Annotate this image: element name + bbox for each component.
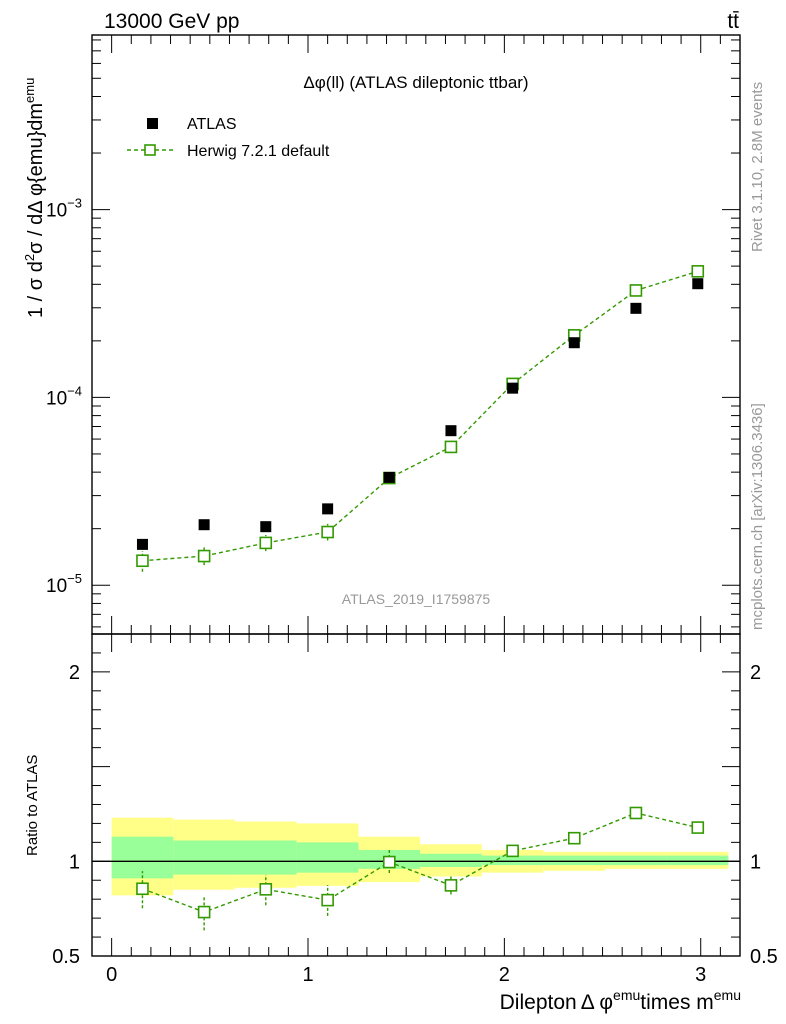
header-energy-label: 13000 GeV pp: [104, 10, 239, 33]
xlabel-part-sup: emu: [613, 987, 640, 1003]
herwig-point: [136, 554, 149, 568]
legend-label-herwig: Herwig 7.2.1 default: [187, 143, 330, 160]
xlabel-part-sup2: emu: [714, 987, 741, 1003]
legend-marker-atlas: [147, 118, 158, 129]
main-y-axis-label: 1 / σ d2σ / dΔ φ{emu}dmemu: [22, 78, 47, 318]
atlas-point: [198, 519, 210, 531]
ylabel-part-sup2: emu: [22, 78, 37, 103]
uncertainty-band-inner: [420, 853, 482, 867]
atlas-point: [445, 425, 457, 437]
x-tick-label: 1: [302, 964, 313, 986]
ratio-plot-frame: [91, 633, 741, 957]
ratio-y-tick-label-right: 0.5: [750, 946, 778, 968]
ratio-point: [321, 893, 334, 907]
atlas-point: [630, 302, 642, 314]
uncertainty-band-inner: [605, 855, 667, 866]
x-tick-label: 2: [499, 964, 510, 986]
xlabel-part-b: Δ φ: [581, 991, 613, 1014]
main-y-tick-label: 10−4: [46, 383, 82, 409]
ratio-point: [136, 882, 149, 896]
uncertainty-band-inner: [666, 855, 729, 866]
uncertainty-band-inner: [481, 855, 544, 866]
ratio-panel: 0.5 0.5 1 1 2 2 0 1 2 3 Ratio to ATLAS Dilepton Δ …: [24, 633, 778, 1014]
ratio-y-tick-label-right: 1: [750, 851, 761, 873]
herwig-point: [444, 440, 458, 454]
ratio-y-tick-label-right: 2: [750, 662, 761, 684]
legend-label-atlas: ATLAS: [187, 116, 237, 133]
ratio-point: [691, 821, 705, 834]
main-y-tick-label: 10−5: [46, 571, 82, 597]
herwig-point: [629, 284, 643, 297]
ratio-point: [382, 855, 396, 869]
uncertainty-band-inner: [234, 840, 297, 875]
atlas-point: [383, 471, 395, 483]
herwig-point: [197, 549, 211, 563]
uncertainty-band-inner: [543, 855, 606, 866]
xlabel-part-a: Dilepton: [500, 991, 577, 1014]
ratio-point: [259, 883, 273, 896]
ratio-y-tick-label-left: 2: [69, 662, 80, 684]
ratio-series-line: [142, 812, 698, 913]
atlas-point: [507, 382, 519, 394]
legend-marker-herwig: [144, 144, 156, 156]
ylabel-part-b: σ / dΔ φ{emu}dm: [25, 103, 47, 254]
mcplots-label: mcplots.cern.ch [arXiv:1306.3436]: [749, 403, 766, 630]
atlas-point: [136, 538, 148, 550]
herwig-series-line: [142, 270, 698, 562]
xlabel-part-c: times m: [640, 991, 714, 1014]
atlas-point: [322, 503, 334, 515]
uncertainty-band-inner: [173, 840, 235, 875]
ylabel-part-a: 1 / σ d: [25, 261, 47, 318]
ratio-point: [506, 844, 519, 858]
ratio-point: [567, 831, 581, 845]
main-y-tick-label: 10−3: [46, 196, 82, 222]
x-tick-label: 0: [106, 964, 117, 986]
uncertainty-band-inner: [296, 842, 359, 873]
atlas-point: [260, 521, 272, 533]
herwig-point: [321, 525, 334, 539]
herwig-point: [259, 536, 273, 550]
header-process-label: tt̄: [727, 10, 739, 33]
analysis-watermark: ATLAS_2019_I1759875: [342, 591, 491, 607]
ylabel-part-sup: 2: [22, 254, 37, 261]
main-plot-title: Δφ(ll) (ATLAS dileptonic ttbar): [303, 73, 528, 92]
ratio-point: [197, 905, 211, 919]
ratio-y-axis-label: Ratio to ATLAS: [24, 755, 41, 856]
ratio-y-tick-label-left: 1: [69, 851, 80, 873]
atlas-point: [692, 278, 704, 290]
x-tick-label: 3: [695, 964, 706, 986]
rivet-version-label: Rivet 3.1.10, 2.8M events: [749, 82, 766, 252]
ratio-point: [629, 806, 643, 820]
main-panel: 10−5 10−4 10−3 Δφ(ll) (ATLAS dileptonic tt…: [22, 34, 741, 635]
x-axis-label: Dilepton Δ φemutimes memu: [500, 987, 741, 1014]
ratio-point: [444, 879, 458, 892]
herwig-point: [691, 265, 705, 278]
atlas-point: [568, 337, 580, 349]
legend: ATLAS Herwig 7.2.1 default: [127, 116, 330, 160]
ratio-y-tick-label-left: 0.5: [52, 946, 80, 968]
